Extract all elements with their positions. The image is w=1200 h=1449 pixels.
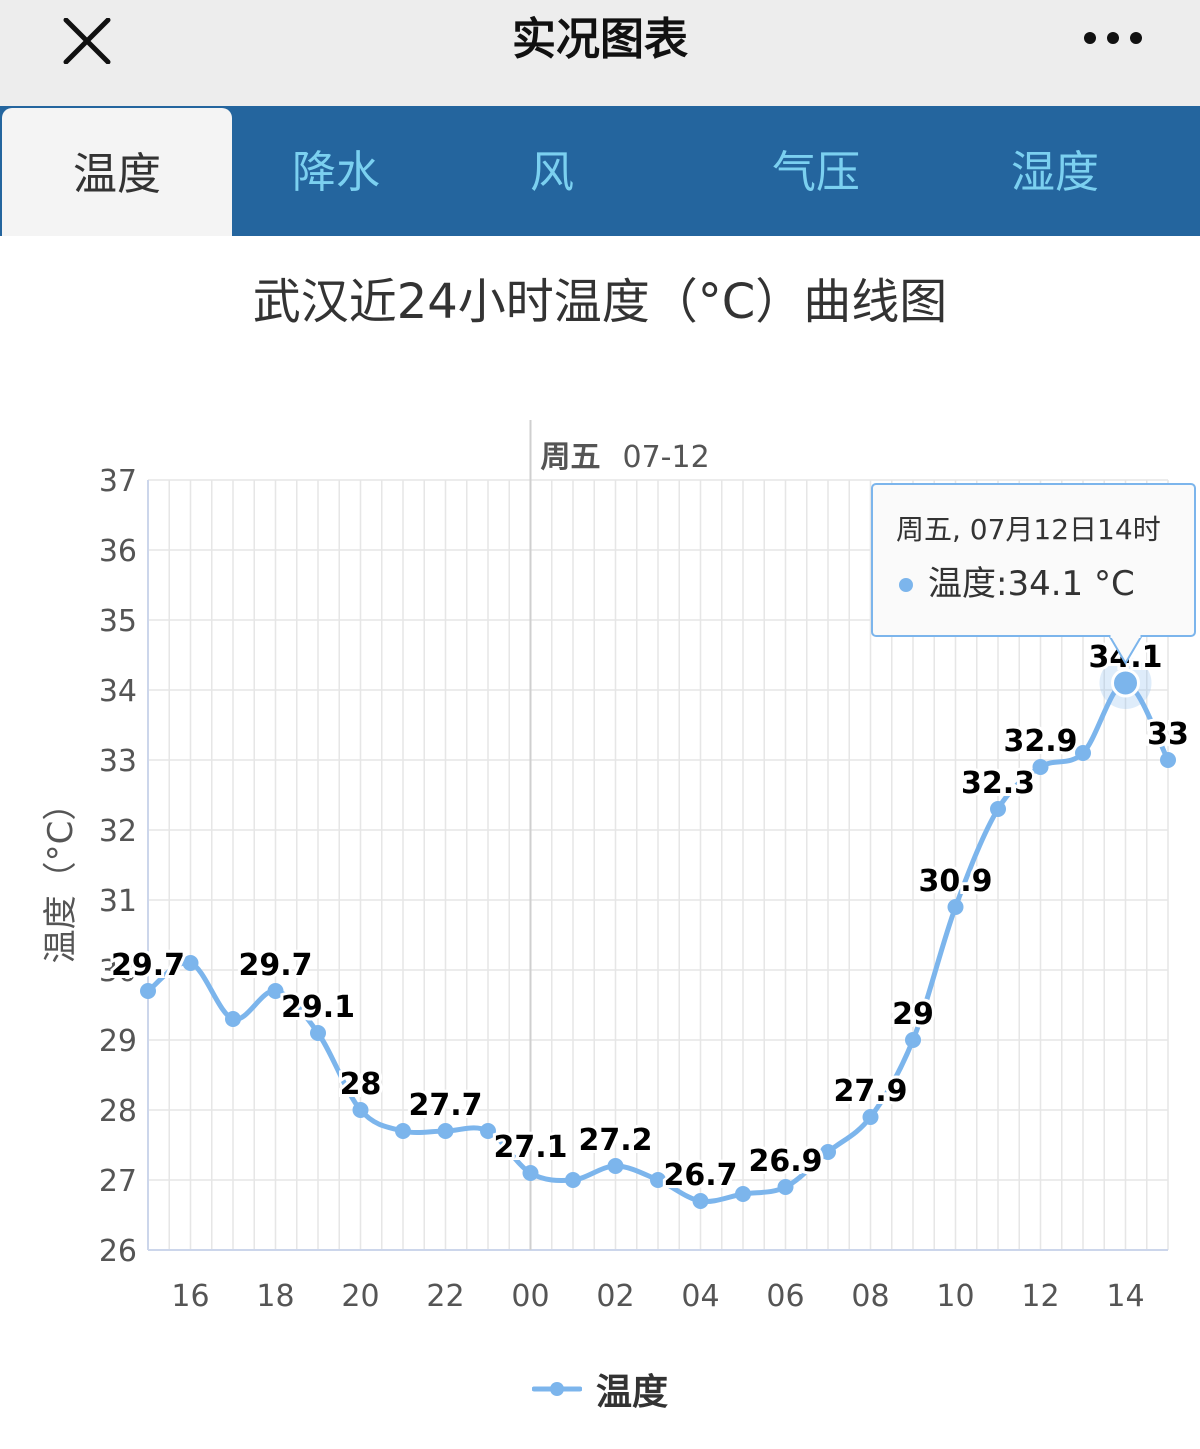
- legend: 温度: [0, 1362, 1200, 1416]
- data-point: [862, 1109, 879, 1125]
- y-tick-label: 33: [99, 744, 137, 779]
- tooltip-value: 温度:34.1 °C: [928, 564, 1135, 604]
- data-label: 26.7: [663, 1158, 737, 1193]
- tab-bar: 温度 降水 风 气压 湿度: [0, 106, 1200, 236]
- data-label: 27.7: [408, 1088, 482, 1123]
- data-point: [565, 1172, 581, 1188]
- x-tick-label: 10: [936, 1279, 974, 1314]
- tab-temperature[interactable]: 温度: [2, 108, 232, 236]
- y-tick-label: 29: [99, 1024, 137, 1059]
- data-label: 28: [340, 1067, 382, 1102]
- data-point: [267, 983, 284, 999]
- data-point: [140, 983, 156, 999]
- x-tick-label: 08: [851, 1279, 889, 1314]
- more-icon[interactable]: [1082, 26, 1144, 50]
- data-point: [735, 1186, 751, 1202]
- data-label: 27.2: [578, 1123, 652, 1158]
- y-tick-label: 32: [99, 814, 137, 849]
- data-label: 27.9: [833, 1074, 907, 1109]
- data-label: 29.1: [281, 990, 355, 1025]
- x-tick-label: 02: [596, 1279, 634, 1314]
- x-tick-label: 14: [1106, 1279, 1144, 1314]
- data-label: 33: [1147, 717, 1189, 752]
- data-point: [1160, 752, 1176, 768]
- data-point: [820, 1144, 836, 1160]
- x-tick-label: 00: [511, 1279, 549, 1314]
- x-tick-label: 22: [426, 1279, 464, 1314]
- data-label: 32.3: [961, 766, 1035, 801]
- data-point: [650, 1172, 666, 1188]
- data-point: [522, 1165, 539, 1181]
- legend-series-marker-icon: [531, 1382, 582, 1396]
- day-marker-date: 07-12: [623, 440, 710, 475]
- tab-pressure[interactable]: 气压: [772, 147, 860, 198]
- y-tick-label: 35: [99, 604, 137, 639]
- data-point: [905, 1032, 921, 1048]
- data-point: [692, 1193, 709, 1209]
- temperature-line-chart: 26 27 28 29 30 31 32 33 34 35 36 37 16 18 20 22 00 02 04 06…: [41, 420, 1196, 1314]
- y-tick-label: 27: [99, 1164, 137, 1199]
- day-marker-weekday: 周五: [541, 440, 601, 475]
- x-tick-label: 16: [171, 1279, 209, 1314]
- y-tick-label: 37: [99, 464, 137, 499]
- legend-label: 温度: [595, 1372, 668, 1413]
- y-tick-label: 36: [99, 534, 137, 569]
- x-tick-label: 18: [256, 1279, 294, 1314]
- tooltip-header: 周五, 07月12日14时: [896, 513, 1161, 546]
- data-point: [182, 955, 199, 971]
- tab-precipitation[interactable]: 降水: [292, 147, 380, 198]
- top-bar: 实况图表: [0, 0, 1200, 107]
- data-point: [437, 1123, 454, 1139]
- data-point: [395, 1123, 411, 1139]
- data-label: 29.7: [238, 948, 312, 983]
- data-point: [607, 1158, 624, 1174]
- data-point: [352, 1102, 369, 1118]
- tab-wind[interactable]: 风: [530, 147, 574, 198]
- y-tick-label: 26: [99, 1234, 137, 1269]
- data-point: [947, 899, 964, 915]
- data-point: [225, 1011, 241, 1027]
- y-axis-title: 温度（°C）: [41, 787, 81, 964]
- data-label: 26.9: [748, 1144, 822, 1179]
- x-tick-label: 20: [341, 1279, 379, 1314]
- x-tick-label: 04: [681, 1279, 719, 1314]
- y-tick-label: 30: [99, 954, 137, 989]
- data-label: 29.7: [111, 948, 185, 983]
- y-tick-label: 34: [99, 674, 137, 709]
- y-tick-label: 31: [99, 884, 137, 919]
- tooltip-pointer-mask: [1110, 634, 1141, 638]
- data-point: [310, 1025, 326, 1041]
- data-point: [1032, 759, 1049, 775]
- data-point: [1111, 668, 1140, 698]
- legend-item-temperature[interactable]: 温度: [531, 1363, 668, 1415]
- tooltip-box: [871, 483, 1196, 637]
- tab-humidity[interactable]: 湿度: [1011, 147, 1099, 198]
- y-tick-label: 28: [99, 1094, 137, 1129]
- data-point: [777, 1179, 794, 1195]
- tooltip-series-marker: [899, 578, 913, 592]
- data-label: 29: [892, 997, 934, 1032]
- data-point: [990, 801, 1006, 817]
- data-point: [480, 1123, 496, 1139]
- close-icon[interactable]: [62, 18, 112, 64]
- data-label: 32.9: [1003, 724, 1077, 759]
- chart-title: 武汉近24小时温度（°C）曲线图: [252, 274, 948, 330]
- x-tick-label: 12: [1021, 1279, 1059, 1314]
- x-tick-label: 06: [766, 1279, 804, 1314]
- data-point: [1075, 745, 1091, 761]
- data-label: 27.1: [493, 1130, 567, 1165]
- page-title: 实况图表: [512, 14, 688, 65]
- data-label: 30.9: [918, 864, 992, 899]
